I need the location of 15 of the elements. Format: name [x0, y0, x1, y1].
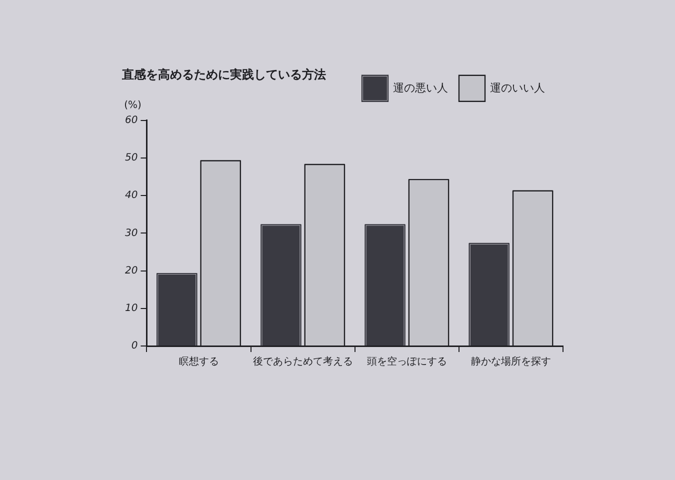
y-tick-label: 0	[131, 340, 138, 352]
legend-label: 運のいい人	[490, 81, 545, 94]
y-tick-label: 60	[124, 114, 138, 126]
y-tick-label: 30	[124, 228, 138, 239]
x-tick-label: 瞑想する	[178, 356, 219, 368]
y-tick-label: 10	[124, 302, 138, 314]
y-axis-title: (%)	[124, 100, 142, 111]
x-tick-label: 頭を空っぽにする	[366, 356, 447, 368]
y-tick-label: 50	[124, 152, 138, 164]
y-tick-label: 40	[124, 190, 138, 202]
x-tick-label: 後であらためて考える	[252, 356, 353, 368]
x-tick-label: 静かな場所を探す	[470, 356, 551, 368]
y-tick-label: 20	[124, 265, 138, 276]
chart-title: 直感を高めるために実践している方法	[121, 67, 326, 82]
legend-label: 運の悪い人	[393, 81, 448, 94]
